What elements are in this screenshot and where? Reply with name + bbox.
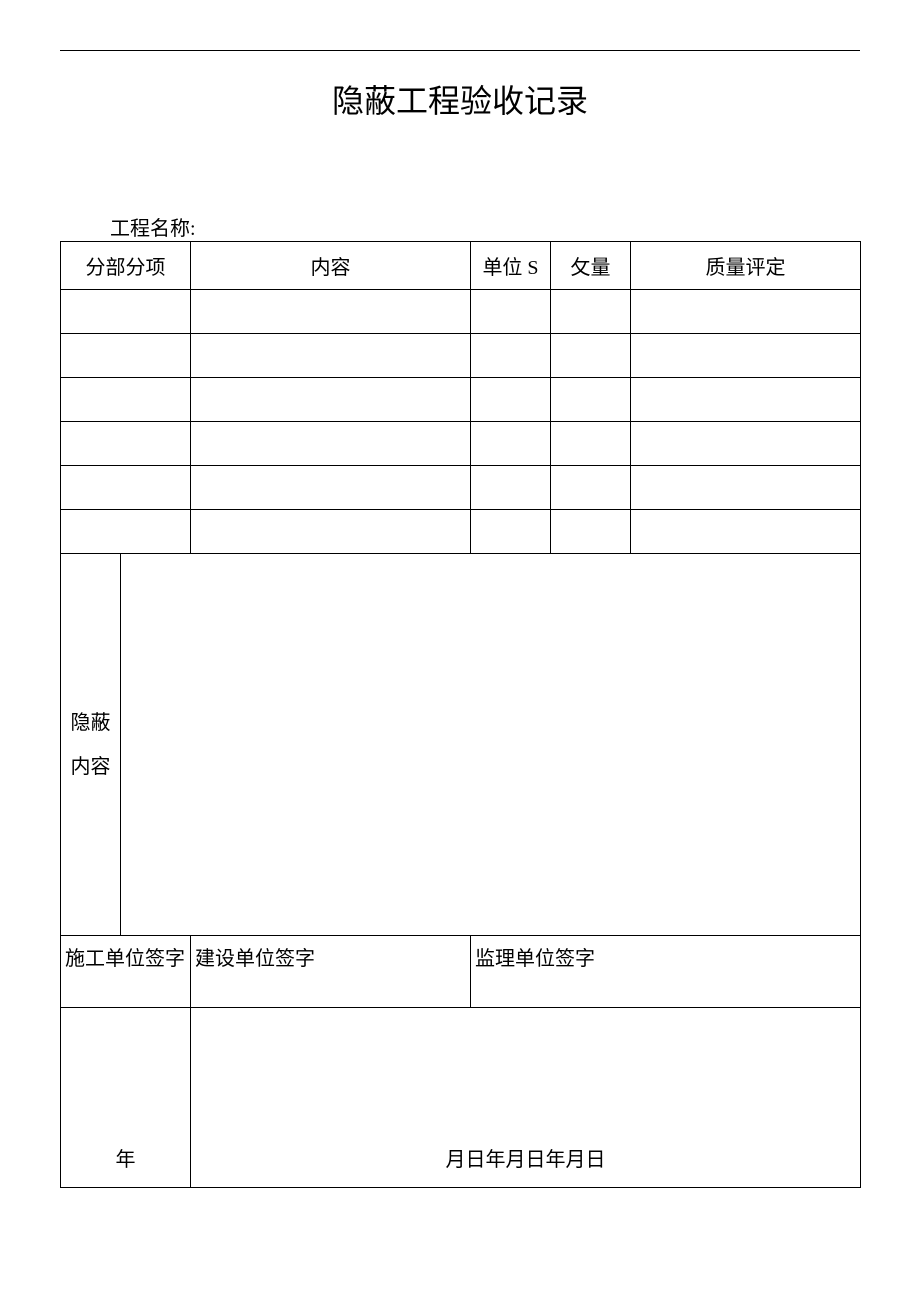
cell-section (61, 466, 191, 510)
hidden-content-row: 隐蔽 内容 (61, 554, 861, 936)
table-row (61, 466, 861, 510)
header-quality: 质量评定 (631, 242, 861, 290)
header-unit: 单位 S (471, 242, 551, 290)
cell-unit (471, 422, 551, 466)
cell-quality (631, 466, 861, 510)
document-title: 隐蔽工程验收记录 (60, 76, 860, 122)
cell-quantity (551, 466, 631, 510)
table-header-row: 分部分项 内容 单位 S 攵量 质量评定 (61, 242, 861, 290)
hidden-label-line1: 隐蔽 (71, 701, 111, 745)
cell-section (61, 378, 191, 422)
table-row (61, 422, 861, 466)
cell-content (191, 510, 471, 554)
signature-header-row: 施工单位签字 建设单位签字 监理单位签字 (61, 936, 861, 972)
cell-content (191, 290, 471, 334)
cell-section (61, 334, 191, 378)
cell-quantity (551, 510, 631, 554)
hidden-content-label: 隐蔽 内容 (61, 554, 121, 936)
date-row: 年 月日年月日年月日 (61, 1128, 861, 1188)
date-year-cell: 年 (61, 1128, 191, 1188)
table-row (61, 290, 861, 334)
cell-quantity (551, 422, 631, 466)
cell-unit (471, 290, 551, 334)
cell-unit (471, 510, 551, 554)
header-quantity: 攵量 (551, 242, 631, 290)
signature-construction-label: 施工单位签字 (61, 936, 191, 1008)
cell-content (191, 466, 471, 510)
cell-quantity (551, 334, 631, 378)
top-divider (60, 50, 860, 51)
inspection-table: 分部分项 内容 单位 S 攵量 质量评定 (60, 241, 861, 1188)
hidden-label-line2: 内容 (71, 745, 111, 789)
signature-build-supervise-space (191, 1008, 861, 1128)
signature-construction-space (61, 1008, 191, 1128)
table-row (61, 510, 861, 554)
cell-unit (471, 466, 551, 510)
cell-quantity (551, 290, 631, 334)
cell-quantity (551, 378, 631, 422)
table-row (61, 378, 861, 422)
cell-section (61, 422, 191, 466)
signature-build-label: 建设单位签字 (191, 936, 471, 1008)
cell-section (61, 290, 191, 334)
cell-quality (631, 334, 861, 378)
signature-space-row (61, 1008, 861, 1128)
header-section: 分部分项 (61, 242, 191, 290)
header-content: 内容 (191, 242, 471, 290)
cell-section (61, 510, 191, 554)
cell-quality (631, 422, 861, 466)
table-row (61, 334, 861, 378)
cell-quality (631, 290, 861, 334)
signature-supervise-label: 监理单位签字 (471, 936, 861, 1008)
cell-content (191, 334, 471, 378)
date-rest-cell: 月日年月日年月日 (191, 1128, 861, 1188)
cell-unit (471, 334, 551, 378)
cell-quality (631, 378, 861, 422)
project-name-label: 工程名称: (110, 212, 860, 241)
cell-unit (471, 378, 551, 422)
cell-content (191, 422, 471, 466)
hidden-content-area (121, 554, 861, 936)
cell-quality (631, 510, 861, 554)
cell-content (191, 378, 471, 422)
